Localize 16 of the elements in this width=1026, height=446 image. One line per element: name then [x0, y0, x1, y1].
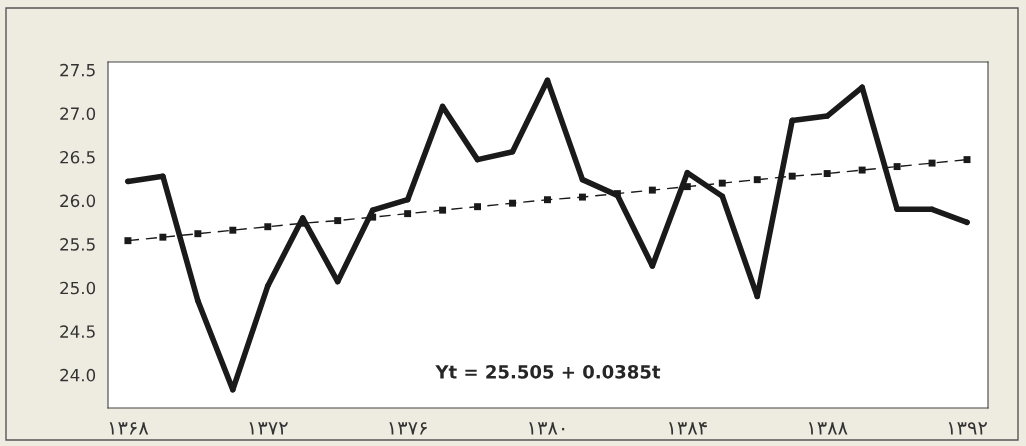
x-tick-label: ۱۳۷۲: [249, 422, 288, 435]
x-tick-label: ۱۳۶۸: [109, 422, 149, 435]
x-tick-label: ۱۳۸۰: [529, 422, 565, 435]
y-tick-label: 24.0: [60, 368, 96, 382]
y-tick-label: 24.5: [60, 325, 95, 338]
x-tick-label: ۱۳۷۶: [389, 422, 427, 435]
annotation: Yt = 25.505 + 0.0385t: [435, 364, 661, 379]
y-tick-label: 26.0: [60, 194, 96, 208]
y-tick-label: 25.5: [60, 238, 95, 251]
y-tick-label: 25.0: [60, 281, 96, 295]
y-tick-label: 27.0: [60, 107, 96, 120]
x-tick-label: ۱۳۸۴: [669, 422, 707, 435]
y-tick-label: 27.5: [60, 63, 95, 77]
y-tick-label: 26.5: [60, 150, 95, 164]
x-tick-label: ۱۳۹۲: [948, 422, 988, 435]
x-tick-label: ۱۳۸۸: [808, 422, 848, 435]
